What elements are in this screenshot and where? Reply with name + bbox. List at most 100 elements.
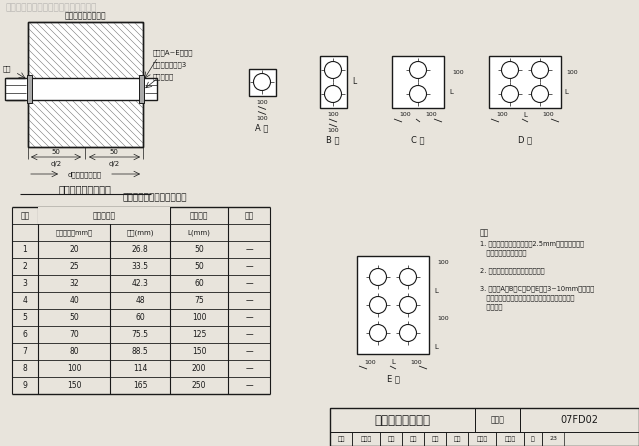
Bar <box>402 432 424 446</box>
Circle shape <box>369 325 387 342</box>
Bar <box>38 207 170 224</box>
Text: 33.5: 33.5 <box>132 262 148 271</box>
Text: 张以义: 张以义 <box>504 436 516 442</box>
Text: 公称直径（mm）: 公称直径（mm） <box>56 229 93 236</box>
Text: 100: 100 <box>399 112 411 117</box>
Text: 150: 150 <box>192 347 206 356</box>
Text: 165: 165 <box>133 381 147 390</box>
Text: 热镀锹鈢管: 热镀锹鈢管 <box>93 211 116 220</box>
Text: 审定: 审定 <box>431 436 439 442</box>
Text: L: L <box>434 344 438 350</box>
Text: 100: 100 <box>542 112 554 117</box>
Text: E 型: E 型 <box>387 375 399 384</box>
Bar <box>489 56 561 108</box>
Bar <box>424 432 446 446</box>
Text: 60: 60 <box>135 313 145 322</box>
Text: L: L <box>564 89 568 95</box>
Bar <box>357 256 429 354</box>
Text: 70: 70 <box>69 330 79 339</box>
Text: 100: 100 <box>66 364 81 373</box>
Circle shape <box>532 62 548 78</box>
Text: d/2: d/2 <box>50 161 61 167</box>
Text: 50: 50 <box>52 149 61 155</box>
Text: —: — <box>245 296 253 305</box>
Text: B 型: B 型 <box>327 136 340 145</box>
Text: 26.8: 26.8 <box>132 245 148 254</box>
Text: 32: 32 <box>69 279 79 288</box>
Text: 临空墙、防护密闭墙: 临空墙、防护密闭墙 <box>65 12 106 21</box>
Text: L: L <box>391 359 395 365</box>
Circle shape <box>325 62 341 78</box>
Text: 40: 40 <box>69 296 79 305</box>
Text: d/2: d/2 <box>109 161 119 167</box>
Text: 88.5: 88.5 <box>132 347 148 356</box>
Bar <box>446 432 468 446</box>
Text: 100: 100 <box>566 70 578 74</box>
Circle shape <box>369 268 387 285</box>
Text: 5: 5 <box>22 313 27 322</box>
Text: 1. 穿墙管应采用壁厚不小于2.5mm的热镀锹鈢管，: 1. 穿墙管应采用壁厚不小于2.5mm的热镀锹鈢管， <box>480 240 584 247</box>
Circle shape <box>399 325 417 342</box>
Text: L(mm): L(mm) <box>188 229 210 236</box>
Text: 80: 80 <box>69 347 79 356</box>
Text: 200: 200 <box>192 364 206 373</box>
Text: 密闭肯材料见注3: 密闭肯材料见注3 <box>153 62 187 68</box>
Circle shape <box>325 86 341 103</box>
Bar <box>468 432 496 446</box>
Text: 管距尺寸: 管距尺寸 <box>190 211 208 220</box>
Text: 热镀锹鈢管和密闭肯尺寸表: 热镀锹鈢管和密闭肯尺寸表 <box>123 194 187 202</box>
Bar <box>542 432 564 446</box>
Bar <box>524 432 542 446</box>
Text: 100: 100 <box>410 359 422 364</box>
Text: 校对: 校对 <box>387 436 395 442</box>
Text: 100: 100 <box>437 317 449 322</box>
Text: 罗洁: 罗洁 <box>409 436 417 442</box>
Bar <box>496 432 524 446</box>
Text: —: — <box>245 262 253 271</box>
Bar <box>139 75 144 103</box>
Bar <box>27 75 32 103</box>
Text: 100: 100 <box>437 260 449 265</box>
Text: 250: 250 <box>192 381 206 390</box>
Text: 筋焊牢。: 筋焊牢。 <box>480 303 502 310</box>
Text: 42.3: 42.3 <box>132 279 148 288</box>
Text: 标准员: 标准员 <box>360 436 372 442</box>
Text: 3. 密闭肯A、B、C、D、E型为3~10mm厚的热镀: 3. 密闭肯A、B、C、D、E型为3~10mm厚的热镀 <box>480 285 594 292</box>
Text: 100: 100 <box>327 112 339 117</box>
Text: 审核: 审核 <box>337 436 345 442</box>
Text: —: — <box>245 245 253 254</box>
Text: 60: 60 <box>194 279 204 288</box>
Bar <box>5 78 157 100</box>
Text: A 型: A 型 <box>256 123 268 132</box>
Text: —: — <box>245 347 253 356</box>
Text: 100: 100 <box>425 112 437 117</box>
Circle shape <box>399 268 417 285</box>
Text: 50: 50 <box>194 245 204 254</box>
Text: 23: 23 <box>549 437 557 442</box>
Text: 2. 防护密闭穿墙管需另加抗力片。: 2. 防护密闭穿墙管需另加抗力片。 <box>480 267 544 273</box>
Text: 2: 2 <box>22 262 27 271</box>
Text: L: L <box>353 78 357 87</box>
Text: 备注: 备注 <box>244 211 254 220</box>
Text: 50: 50 <box>109 149 118 155</box>
Text: 125: 125 <box>192 330 206 339</box>
Text: 75.5: 75.5 <box>132 330 148 339</box>
Bar <box>380 432 402 446</box>
Text: 150: 150 <box>66 381 81 390</box>
Text: 1: 1 <box>22 245 27 254</box>
Text: —: — <box>245 279 253 288</box>
Bar <box>249 69 275 95</box>
Text: 50: 50 <box>69 313 79 322</box>
Text: 114: 114 <box>133 364 147 373</box>
Text: 穿墙管密闭肯示意图: 穿墙管密闭肯示意图 <box>59 184 111 194</box>
Text: 设计: 设计 <box>453 436 461 442</box>
Text: 管道数量由设计确定。: 管道数量由设计确定。 <box>480 249 527 256</box>
Text: 密闭肯A~E型见图: 密闭肯A~E型见图 <box>153 50 194 56</box>
Circle shape <box>502 62 518 78</box>
Text: 48: 48 <box>135 296 145 305</box>
Bar <box>392 56 444 108</box>
Text: —: — <box>245 313 253 322</box>
Text: d（密闭墙厚度）: d（密闭墙厚度） <box>68 172 102 178</box>
Text: 外径(mm): 外径(mm) <box>127 229 154 236</box>
Text: 序号: 序号 <box>20 211 29 220</box>
